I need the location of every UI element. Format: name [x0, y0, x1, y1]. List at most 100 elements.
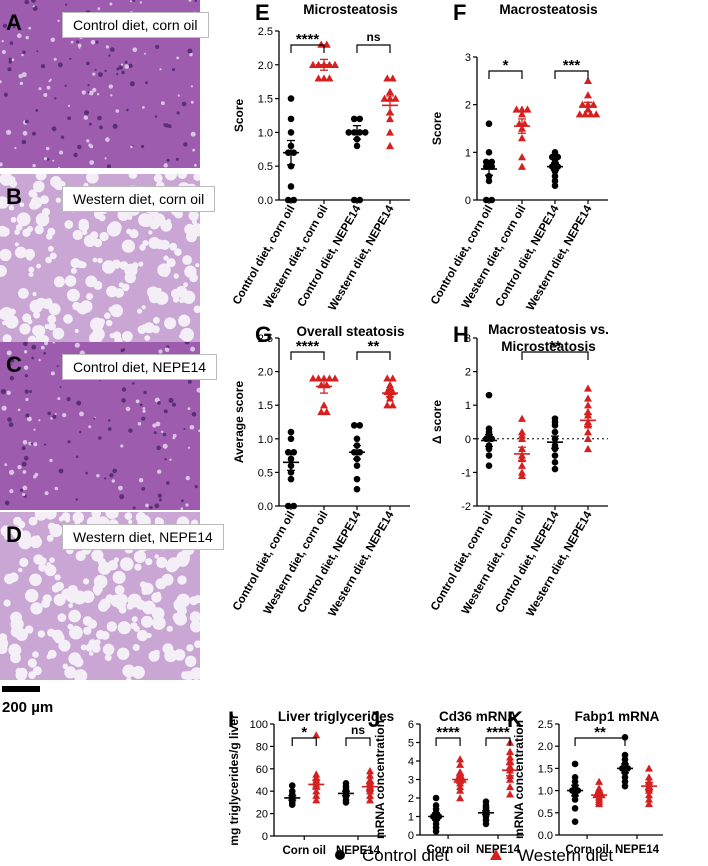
significance-label: ns: [366, 30, 380, 44]
data-point: [584, 444, 592, 453]
x-tick-label: Control diet, NEPE14: [494, 509, 562, 615]
data-point: [388, 374, 397, 382]
data-point: [575, 110, 584, 118]
x-tick-label: Western diet, corn oil: [262, 204, 331, 311]
data-point: [488, 158, 496, 166]
data-point: [551, 182, 559, 189]
panel-letter: H: [453, 322, 469, 347]
x-tick-label: Corn oil: [283, 845, 326, 857]
data-point: [353, 475, 361, 483]
x-tick-label: Western diet, corn oil: [460, 510, 529, 617]
chart-h: H Macrosteatosis vs. Microsteatosis -2 -1 0 1 2…: [429, 322, 609, 619]
data-point: [290, 502, 298, 510]
y-tick-label: 0.0: [258, 501, 273, 513]
x-tick-label: Western diet, corn oil: [262, 510, 331, 617]
data-point: [353, 142, 361, 150]
data-point: [645, 795, 653, 803]
data-point: [485, 391, 493, 399]
data-point: [345, 129, 353, 136]
y-tick-label: 0: [262, 831, 268, 843]
data-point: [350, 115, 358, 123]
y-tick-label: 2.0: [538, 741, 553, 753]
data-point: [518, 153, 526, 161]
histology-label: Control diet, NEPE14: [62, 354, 218, 380]
data-point: [287, 183, 295, 190]
data-point: [506, 757, 514, 765]
data-point: [518, 468, 526, 476]
data-point: [571, 760, 579, 768]
x-tick-label: Control diet, NEPE14: [296, 509, 364, 615]
chart-title: Microsteatosis: [303, 2, 398, 17]
chart-title: Macrosteatosis: [499, 2, 597, 17]
legend: Control diet Western diet: [335, 846, 613, 865]
data-point: [518, 134, 526, 142]
data-point: [353, 485, 361, 493]
data-point: [361, 129, 369, 136]
data-point: [288, 787, 296, 795]
data-point: [366, 767, 374, 775]
data-point: [485, 425, 493, 433]
y-tick-label: 1.0: [258, 127, 273, 139]
x-tick-label: Western diet, corn oil: [460, 204, 529, 311]
data-point: [284, 502, 292, 510]
data-point: [584, 434, 592, 442]
y-tick-label: 0.0: [258, 195, 273, 207]
panel-letter: G: [255, 322, 272, 347]
chart-k: K Fabp1 mRNA 0.0 0.5 1.0 1.5 2.0 2.5 mRNA concen…: [507, 707, 663, 856]
data-point: [584, 76, 592, 85]
chart-g: G Overall steatosis 0.0 0.5 1.0 1.5 2.0 2.5 Aver…: [231, 322, 410, 619]
y-tick-label: 2: [465, 367, 471, 379]
y-tick-label: 1.5: [258, 94, 273, 106]
histology-label: Western diet, corn oil: [62, 186, 216, 212]
data-point: [581, 110, 590, 118]
data-point: [290, 196, 298, 204]
data-point: [287, 95, 295, 102]
significance-label: ****: [296, 31, 320, 48]
data-point: [432, 802, 440, 809]
data-point: [383, 401, 392, 409]
data-point: [518, 110, 526, 118]
data-point: [287, 129, 295, 136]
data-point: [312, 770, 321, 778]
chart-title: Overall steatosis: [296, 324, 404, 339]
data-point: [482, 798, 490, 805]
y-tick-label: 2: [465, 100, 471, 112]
x-tick-label: Western diet, NEPE14: [525, 203, 595, 313]
panel-letter: J: [368, 707, 380, 732]
data-point: [456, 760, 465, 768]
significance-label: *: [301, 724, 307, 741]
y-tick-label: 2.5: [258, 333, 273, 345]
data-point: [320, 401, 328, 409]
data-point: [554, 153, 562, 161]
scale-bar-label: 200 µm: [2, 699, 53, 716]
significance-bracket: [485, 737, 511, 746]
data-point: [288, 782, 296, 789]
y-axis-label: Δ score: [430, 400, 444, 444]
data-point: [317, 407, 326, 416]
significance-bracket: [574, 737, 626, 746]
data-point: [287, 115, 295, 123]
data-point: [551, 459, 559, 466]
data-point: [506, 782, 514, 791]
histology-panel-a: A Control diet, corn oil: [0, 0, 209, 168]
data-point: [391, 94, 400, 102]
data-point: [584, 384, 592, 392]
data-point: [506, 790, 514, 798]
panel-letter: I: [228, 707, 234, 732]
data-point: [592, 110, 601, 118]
data-point: [488, 196, 496, 204]
data-point: [322, 40, 331, 48]
data-point: [518, 162, 526, 170]
y-axis-label: mRNA concentration: [512, 720, 526, 839]
y-tick-label: 20: [256, 809, 268, 821]
data-point: [386, 128, 394, 136]
data-point: [506, 753, 514, 761]
data-point: [320, 74, 328, 82]
x-tick-label: NEPE14: [615, 844, 660, 856]
data-point: [515, 119, 524, 127]
data-point: [586, 110, 595, 118]
y-tick-label: 1.5: [258, 400, 273, 412]
data-point: [518, 428, 526, 436]
data-point: [353, 462, 361, 469]
significance-label: ****: [486, 724, 510, 741]
